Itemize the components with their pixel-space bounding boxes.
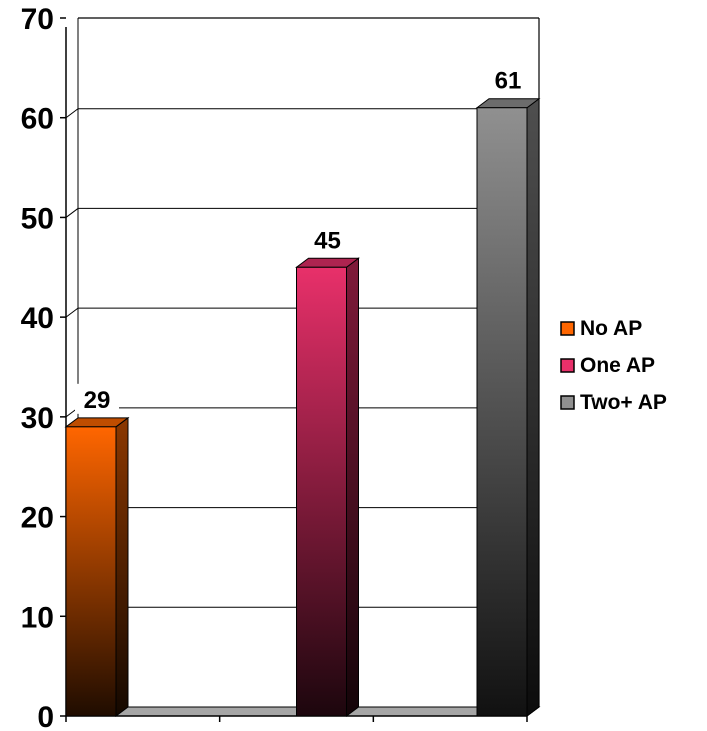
- y-tick-label: 70: [21, 3, 54, 36]
- y-tick-label: 30: [21, 402, 54, 435]
- legend-label: One AP: [580, 354, 655, 377]
- data-label-background: [486, 64, 530, 95]
- y-tick-label: 50: [21, 202, 54, 235]
- legend: No AP One AP Two+ AP: [555, 306, 707, 435]
- y-tick-label: 20: [21, 502, 54, 535]
- legend-item: One AP: [560, 354, 655, 377]
- gridline-side: [65, 108, 79, 119]
- bar-side: [526, 97, 540, 717]
- bar-front: [296, 266, 347, 717]
- data-label-background: [305, 224, 350, 255]
- gridline-side: [65, 208, 79, 218]
- data-label: 61: [495, 68, 522, 95]
- legend-label: Two+ AP: [580, 391, 667, 414]
- legend-swatch: [560, 395, 575, 410]
- data-label-background: [75, 383, 119, 414]
- legend-item: No AP: [560, 317, 642, 340]
- legend-label: No AP: [580, 317, 642, 340]
- data-label: 45: [314, 227, 341, 254]
- bar-one-ap: [295, 257, 360, 717]
- y-tick-label: 10: [21, 601, 54, 634]
- bar-two-ap: [475, 97, 541, 717]
- legend-item: Two+ AP: [560, 391, 667, 414]
- legend-swatch: [560, 321, 575, 336]
- bar-front: [65, 426, 117, 717]
- legend-swatch: [560, 358, 575, 373]
- legend-box: [555, 306, 707, 435]
- bar-side: [346, 257, 359, 717]
- bar-front: [476, 107, 528, 717]
- y-tick-label: 0: [37, 701, 54, 731]
- bar-no-ap: [64, 416, 130, 717]
- data-labels: 29 45 61: [75, 64, 530, 414]
- bar-side: [115, 416, 129, 717]
- bars: [64, 97, 541, 717]
- data-label: 29: [84, 387, 111, 414]
- gridline-side: [65, 307, 79, 318]
- y-tick-label: 60: [21, 103, 54, 136]
- y-tick-label: 40: [21, 302, 54, 335]
